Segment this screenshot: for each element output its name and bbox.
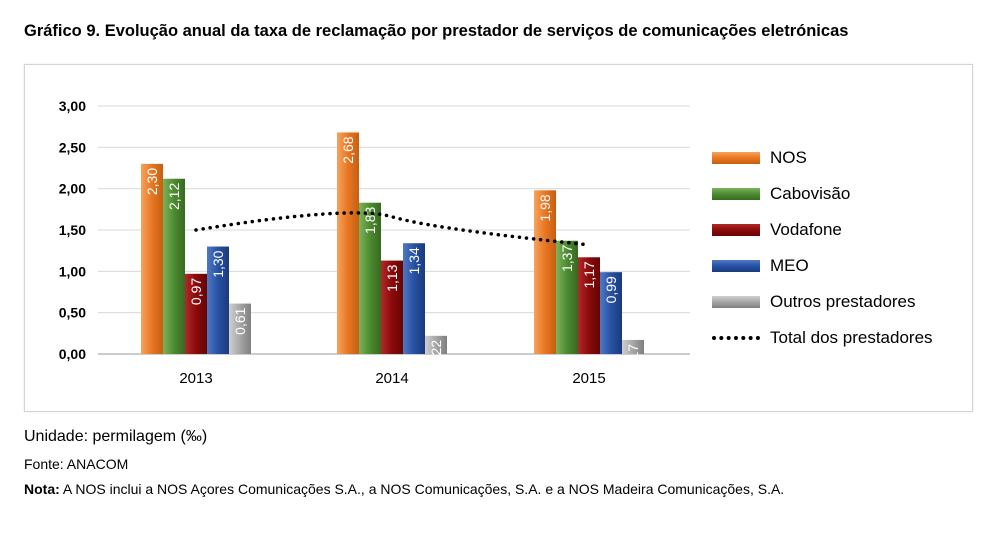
- total-line: [194, 211, 591, 247]
- y-tick-label: 0,50: [59, 305, 86, 321]
- bar-nos-2013: [141, 163, 163, 354]
- y-tick-label: 1,00: [59, 263, 86, 279]
- bar-value-label: 0,61: [232, 307, 248, 334]
- note-label: Nota:: [24, 481, 60, 497]
- bar-value-label: 1,83: [362, 207, 378, 234]
- legend-item-meo: MEO: [712, 248, 933, 284]
- x-tick-label: 2013: [179, 370, 212, 387]
- legend-label: Vodafone: [770, 220, 842, 239]
- y-tick-label: 1,50: [59, 222, 86, 238]
- y-tick-label: 0,00: [59, 346, 86, 362]
- total-line-layer: [194, 211, 591, 247]
- chart-title: Gráfico 9. Evolução anual da taxa de rec…: [24, 22, 849, 40]
- bar-value-label: 1,34: [406, 247, 422, 274]
- note-text: Nota: A NOS inclui a NOS Açores Comunica…: [24, 481, 784, 497]
- bar-value-label: 0,17: [625, 344, 641, 371]
- legend-item-total: Total dos prestadores: [712, 320, 933, 356]
- legend-item-nos: NOS: [712, 140, 933, 176]
- bar-meo-2015: [600, 272, 622, 354]
- legend: NOS Cabovisão Vodafone MEO Outros presta…: [712, 140, 933, 356]
- bar-outros-prestadores-2015: [622, 339, 644, 354]
- bar-value-label: 1,30: [210, 250, 226, 277]
- legend-item-outros: Outros prestadores: [712, 284, 933, 320]
- legend-swatch-cabovisao: [712, 188, 760, 200]
- x-tick-label: 2015: [572, 370, 605, 387]
- legend-item-vodafone: Vodafone: [712, 212, 933, 248]
- bar-value-label: 0,97: [188, 278, 204, 305]
- note-body: A NOS inclui a NOS Açores Comunicações S…: [59, 481, 785, 497]
- bar-vodafone-2014: [381, 260, 403, 354]
- legend-swatch-outros: [712, 296, 760, 308]
- y-tick-label: 2,50: [59, 139, 86, 155]
- bar-value-label: 1,37: [559, 245, 575, 272]
- bar-outros-prestadores-2013: [229, 303, 251, 354]
- bar-value-label: 1,98: [537, 194, 553, 221]
- legend-label: Cabovisão: [770, 184, 851, 203]
- y-axis-ticks: 0,00 0,50 1,00 1,50 2,00 2,50 3,00: [59, 98, 86, 362]
- bar-nos-2015: [534, 190, 556, 354]
- y-tick-label: 2,00: [59, 181, 86, 197]
- legend-swatch-meo: [712, 260, 760, 272]
- legend-swatch-nos: [712, 152, 760, 164]
- legend-label: MEO: [770, 256, 809, 275]
- legend-label: NOS: [770, 148, 807, 167]
- legend-label: Total dos prestadores: [770, 328, 933, 347]
- bar-value-label: 0,99: [603, 276, 619, 303]
- x-axis-ticks: 2013 2014 2015: [179, 370, 605, 387]
- legend-label: Outros prestadores: [770, 292, 916, 311]
- bar-outros-prestadores-2014: [425, 335, 447, 354]
- bar-meo-2014: [403, 243, 425, 354]
- bar-value-label: 0,22: [428, 340, 444, 367]
- bar-vodafone-2015: [578, 257, 600, 354]
- y-tick-label: 3,00: [59, 98, 86, 114]
- bar-meo-2013: [207, 246, 229, 354]
- bar-value-label: 2,30: [144, 168, 160, 195]
- legend-swatch-total: [712, 336, 760, 340]
- bar-value-label: 1,13: [384, 264, 400, 291]
- bar-vodafone-2013: [185, 273, 207, 354]
- bar-value-label: 2,68: [340, 136, 356, 163]
- bars: [141, 132, 644, 354]
- source-text: Fonte: ANACOM: [24, 456, 129, 472]
- legend-item-cabovisao: Cabovisão: [712, 176, 933, 212]
- bar-cabovis-o-2015: [556, 240, 578, 354]
- x-tick-label: 2014: [375, 370, 408, 387]
- bar-nos-2014: [337, 132, 359, 354]
- unit-text: Unidade: permilagem (‰): [24, 428, 208, 445]
- bar-cabovis-o-2013: [163, 178, 185, 354]
- legend-swatch-vodafone: [712, 224, 760, 236]
- bar-value-label: 1,17: [581, 261, 597, 288]
- bar-cabovis-o-2014: [359, 202, 381, 354]
- bar-value-label: 2,12: [166, 183, 182, 210]
